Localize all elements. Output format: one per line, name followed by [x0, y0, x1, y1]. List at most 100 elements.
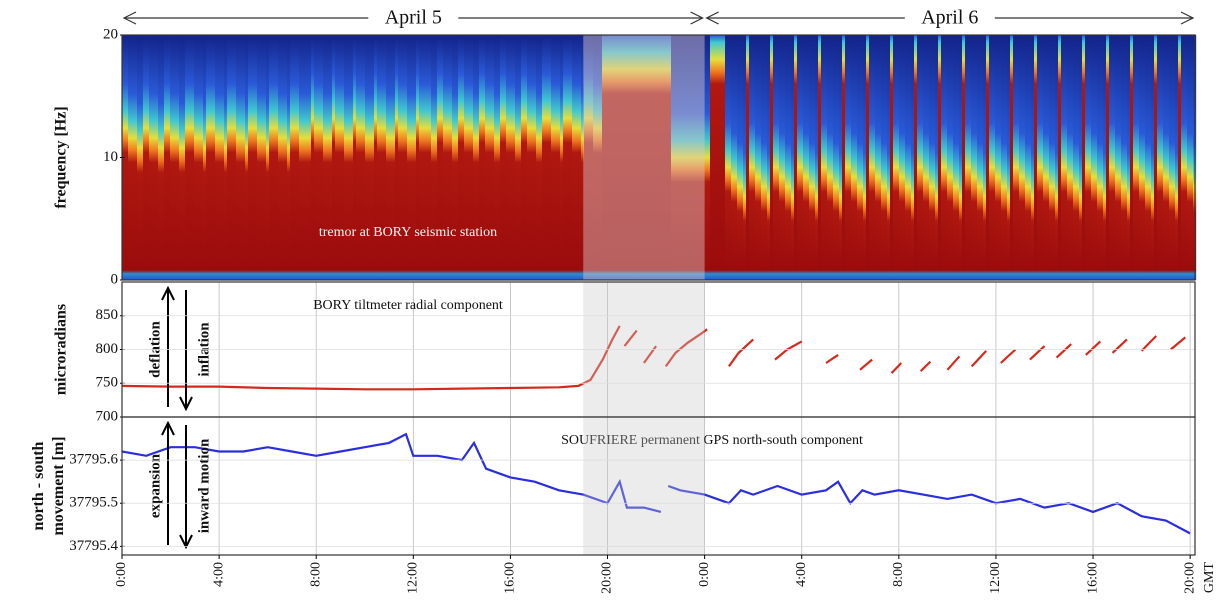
spectrogram-column: [1046, 35, 1050, 280]
spectrogram-column: [206, 35, 210, 280]
spectrogram-column: [1175, 35, 1179, 280]
spectrogram-column: [965, 35, 969, 280]
y-tick-label: 0: [111, 271, 119, 287]
spectrogram-column: [185, 35, 189, 280]
spectrogram-column: [824, 35, 828, 280]
spectrogram-column: [842, 35, 846, 280]
spectrogram-column: [647, 35, 651, 280]
spectrogram-column: [434, 35, 438, 280]
spectrogram-column: [641, 35, 645, 280]
spectrogram-column: [815, 35, 819, 280]
spectrogram-column: [452, 35, 456, 280]
panel-frame: [121, 416, 1196, 556]
spectrogram-column: [1043, 35, 1047, 280]
spectrogram-column: [806, 35, 810, 280]
spectrogram-column: [179, 35, 183, 280]
spectrogram-column: [287, 35, 291, 280]
spectrogram-column: [953, 35, 957, 280]
spectrogram-column: [992, 35, 996, 280]
spectrogram-column: [1181, 35, 1185, 280]
spectrogram-column: [281, 35, 285, 280]
spectrogram-column: [683, 35, 687, 280]
spectrogram-column: [773, 35, 777, 280]
spectrogram-column: [794, 35, 798, 280]
spectrogram-column: [356, 35, 360, 280]
spectrogram-column: [971, 35, 975, 280]
spectrogram-column: [155, 35, 159, 280]
spectrogram-column: [458, 35, 462, 280]
spectrogram-column: [344, 35, 348, 280]
spectrogram-column: [707, 35, 711, 280]
spectrogram-column: [125, 35, 129, 280]
spectrogram-column: [383, 35, 387, 280]
spectrogram-column: [1064, 35, 1068, 280]
spectrogram-column: [830, 35, 834, 280]
spectrogram-column: [866, 35, 870, 280]
x-tick-label: 16:00: [503, 562, 518, 594]
spectrogram-column: [161, 35, 165, 280]
spectrogram-column: [872, 35, 876, 280]
spectrogram-column: [152, 35, 156, 280]
spectrogram-column: [296, 35, 300, 280]
spectrogram-column: [1067, 35, 1071, 280]
period-label: April 6: [921, 7, 978, 29]
spectrogram-column: [539, 35, 543, 280]
spectrogram-column: [425, 35, 429, 280]
spectrogram-column: [1190, 35, 1194, 280]
spectrogram-column: [1091, 35, 1095, 280]
spectrogram-column: [1103, 35, 1107, 280]
spectrogram-column: [1112, 35, 1116, 280]
arrow-label: inward motion: [196, 438, 212, 533]
spectrogram-column: [374, 35, 378, 280]
spectrogram-column: [395, 35, 399, 280]
spectrogram-column: [317, 35, 321, 280]
spectrogram-column: [284, 35, 288, 280]
spectrogram-column: [620, 35, 624, 280]
spectrogram-column: [1049, 35, 1053, 280]
y-tick-label: 850: [96, 307, 119, 323]
spectrogram-column: [470, 35, 474, 280]
spectrogram-column: [1178, 35, 1182, 280]
spectrogram-column: [428, 35, 432, 280]
spectrogram-column: [902, 35, 906, 280]
spectrogram-column: [227, 35, 231, 280]
spectrogram-column: [491, 35, 495, 280]
spectrogram-column: [194, 35, 198, 280]
spectrogram-column: [938, 35, 942, 280]
spectrogram-column: [731, 35, 735, 280]
spectrogram-column: [209, 35, 213, 280]
spectrogram-column: [464, 35, 468, 280]
data-line: [121, 432, 1191, 535]
spectrogram-column: [170, 35, 174, 280]
spectrogram-column: [770, 35, 774, 280]
spectrogram-column: [659, 35, 663, 280]
spectrogram-column: [1007, 35, 1011, 280]
spectrogram-column: [542, 35, 546, 280]
spectrogram-column: [809, 35, 813, 280]
arrow-up: [161, 285, 175, 407]
spectrogram-column: [1097, 35, 1101, 280]
spectrogram-column: [341, 35, 345, 280]
period-label-bg: [368, 8, 459, 28]
spectrogram-column: [722, 35, 726, 280]
spectrogram-column: [1184, 35, 1188, 280]
spectrogram-column: [713, 35, 717, 280]
x-tick-label: 4:00: [211, 562, 226, 587]
spectrogram-column: [233, 35, 237, 280]
x-unit: GMT: [1202, 562, 1217, 594]
arrow-label: expansion: [147, 453, 163, 518]
spectrogram-column: [173, 35, 177, 280]
spectrogram-column: [839, 35, 843, 280]
spectrogram-column: [521, 35, 525, 280]
spectrogram-column: [803, 35, 807, 280]
y-tick-label: 37795.4: [69, 538, 118, 554]
spectrogram-column: [1013, 35, 1017, 280]
spectrogram-column: [836, 35, 840, 280]
spectrogram-column: [488, 35, 492, 280]
spectrogram-column: [728, 35, 732, 280]
annotation: tremor at BORY seismic station: [319, 225, 497, 240]
spectrogram-column: [560, 35, 564, 280]
spectrogram-column: [593, 35, 597, 280]
spectrogram-column: [515, 35, 519, 280]
